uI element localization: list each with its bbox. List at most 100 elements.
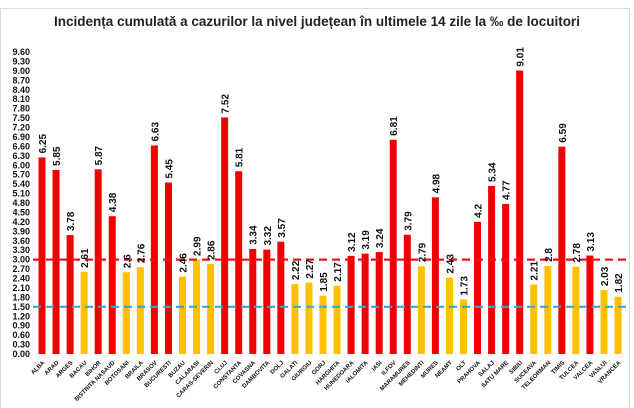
bar [600,290,608,354]
data-label: 2.8 [544,248,555,262]
bar [122,272,130,354]
bar [558,146,566,354]
bar [347,255,355,354]
bar [361,253,369,354]
y-tick-label: 7.80 [12,104,30,114]
data-label: 4.2 [474,204,485,218]
data-label: 2.43 [445,254,456,274]
data-label: 3.78 [66,211,77,231]
y-tick-label: 6.30 [12,151,30,161]
data-label: 5.85 [52,146,63,166]
y-tick-label: 0.90 [12,321,30,331]
bar [460,299,467,354]
bar [431,197,439,354]
data-label: 3.79 [403,211,414,231]
data-label: 6.25 [38,133,49,153]
bar [38,157,46,354]
data-label: 5.81 [235,147,246,167]
data-label: 1.73 [460,276,471,296]
data-label: 2.22 [291,260,302,280]
bar [164,182,172,354]
y-tick-label: 1.20 [12,311,30,321]
bar [319,295,327,354]
data-label: 4.38 [108,192,119,212]
y-tick-label: 0.00 [12,349,30,359]
y-tick-label: 1.80 [12,292,30,302]
bar [375,252,383,354]
bar [488,186,496,354]
data-label: 2.99 [193,236,204,256]
data-label: 2.76 [136,243,147,263]
data-label: 6.59 [558,123,569,143]
data-label: 4.98 [431,173,442,193]
chart-frame [0,8,630,408]
data-label: 2.46 [179,253,190,273]
bar [207,264,215,354]
y-tick-label: 5.40 [12,179,30,189]
bar [80,271,88,354]
bar [150,145,158,354]
data-label: 3.32 [263,226,274,246]
data-label: 1.85 [319,272,330,292]
bar [445,277,453,354]
y-tick-label: 3.90 [12,226,30,236]
y-tick-label: 6.60 [12,141,30,151]
data-label: 9.01 [516,47,527,67]
y-tick-label: 0.60 [12,330,30,340]
data-label: 3.19 [361,230,372,250]
y-tick-label: 6.90 [12,132,30,142]
y-tick-label: 8.70 [12,75,30,85]
y-tick-label: 9.60 [12,47,30,57]
bar [291,284,299,354]
y-tick-label: 7.20 [12,123,30,133]
data-label: 2.17 [333,262,344,282]
y-tick-label: 6.00 [12,160,30,170]
bar [474,221,482,354]
data-label: 2.79 [417,242,428,262]
bar [502,203,510,354]
bar [305,282,313,354]
bar [263,249,271,354]
data-label: 1.82 [614,273,625,293]
data-label: 4.77 [502,180,513,200]
bar [403,234,411,354]
y-tick-label: 9.30 [12,56,30,66]
bar [277,241,285,354]
data-label: 5.87 [94,145,105,165]
data-label: 7.52 [221,94,232,114]
data-label: 2.86 [207,240,218,260]
bar [530,284,538,354]
y-tick-label: 9.00 [12,66,30,76]
y-tick-label: 2.70 [12,264,30,274]
y-tick-label: 1.50 [12,302,30,312]
y-tick-label: 3.00 [12,255,30,265]
y-tick-label: 7.50 [12,113,30,123]
bar [179,276,186,354]
bar [333,285,341,354]
bar [544,265,552,354]
data-label: 2.21 [530,261,541,281]
bar [586,255,594,354]
bar [221,117,229,354]
data-label: 2.6 [122,254,133,268]
y-tick-label: 5.10 [12,189,30,199]
y-tick-label: 8.10 [12,94,30,104]
y-tick-label: 5.70 [12,170,30,180]
y-tick-label: 2.10 [12,283,30,293]
y-tick-label: 3.30 [12,245,30,255]
bar [516,70,524,354]
bar [572,266,580,354]
data-label: 5.45 [164,159,175,179]
data-label: 2.78 [572,243,583,263]
bar [94,169,102,354]
bar [52,169,60,354]
y-tick-label: 4.50 [12,207,30,217]
data-label: 2.03 [600,266,611,286]
data-label: 3.57 [277,218,288,238]
y-tick-label: 4.20 [12,217,30,227]
data-label: 6.63 [150,122,161,142]
y-tick-label: 3.60 [12,236,30,246]
bar [614,296,622,354]
bar [136,267,144,354]
